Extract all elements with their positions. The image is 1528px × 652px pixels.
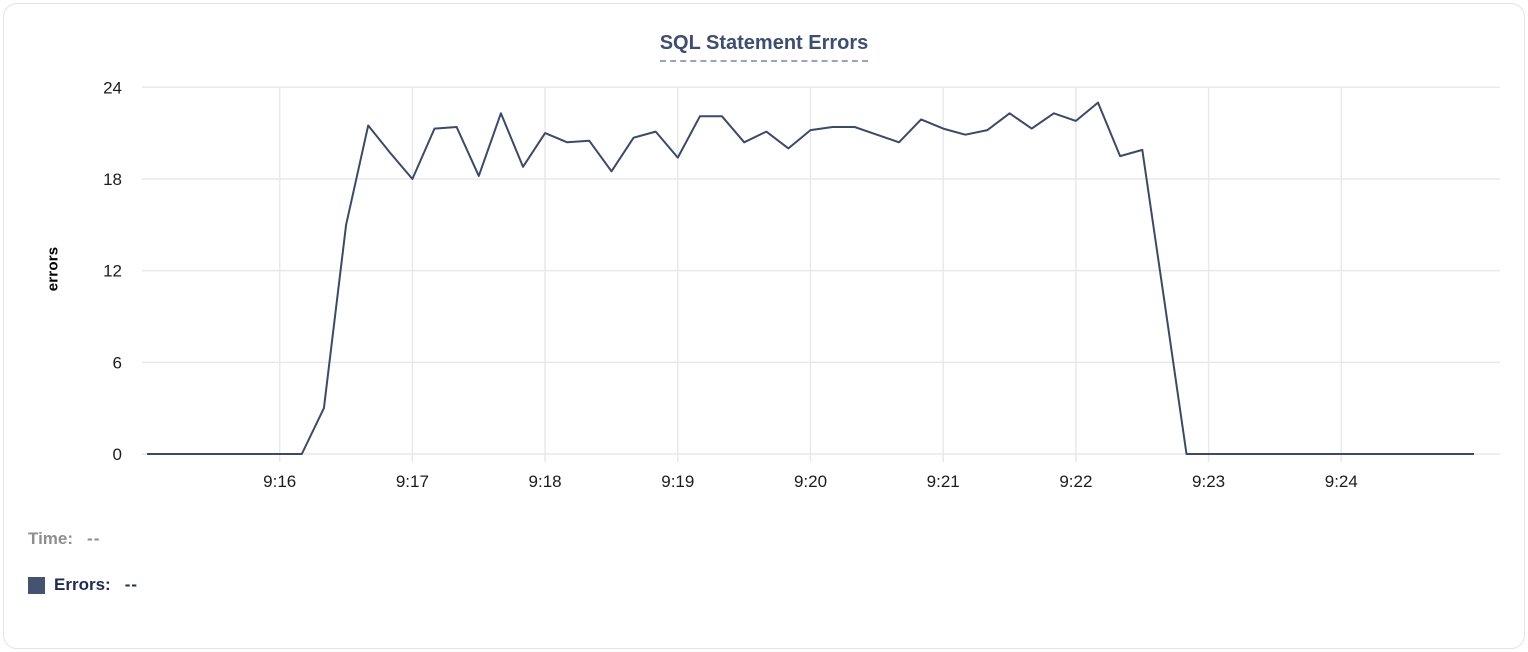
x-tick-label: 9:19	[661, 472, 694, 491]
errors-series-swatch	[28, 576, 45, 594]
errors-label: Errors:	[54, 575, 111, 594]
chart-title[interactable]: SQL Statement Errors	[659, 32, 869, 62]
time-value: --	[87, 529, 101, 548]
y-tick-label: 0	[113, 445, 122, 464]
y-tick-label: 24	[103, 78, 122, 97]
x-tick-label: 9:21	[927, 472, 960, 491]
x-tick-label: 9:17	[396, 472, 429, 491]
x-tick-label: 9:16	[263, 472, 296, 491]
legend-time-row: Time: --	[28, 526, 138, 552]
x-tick-label: 9:20	[794, 472, 827, 491]
time-label: Time:	[28, 529, 74, 548]
x-tick-label: 9:18	[529, 472, 562, 491]
errors-series-line	[147, 101, 1474, 455]
y-tick-label: 12	[103, 262, 122, 281]
x-tick-label: 9:24	[1325, 472, 1358, 491]
y-axis-label: errors	[44, 246, 62, 292]
legend-errors-row[interactable]: Errors: --	[28, 572, 138, 598]
chart-title-row: SQL Statement Errors	[4, 32, 1524, 62]
hover-readout-legend: Time: -- Errors: --	[28, 526, 138, 618]
x-tick-label: 9:22	[1059, 472, 1092, 491]
y-tick-label: 6	[113, 353, 122, 372]
errors-line-chart-plot-area[interactable]: 0 6 12 18 24 9:16 9:17 9:18 9:19 9:20 9:21 9:22 9:23…	[4, 4, 1528, 504]
x-tick-label: 9:23	[1192, 472, 1225, 491]
chart-card: SQL Statement Errors 0 6 12 18 24 9:16 9:17 9:1…	[3, 3, 1525, 649]
errors-value: --	[124, 575, 139, 594]
y-tick-label: 18	[103, 170, 122, 189]
